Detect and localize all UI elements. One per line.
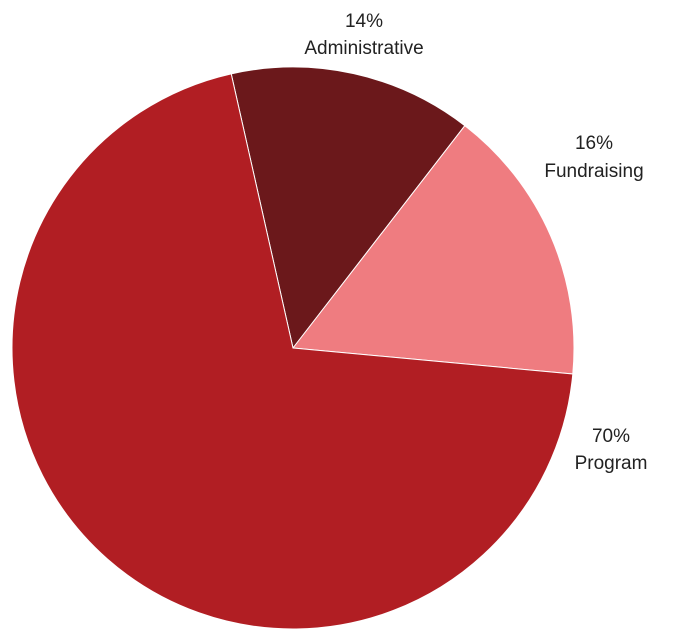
labels-layer: 14% Administrative 16% Fundraising 70% Progra…: [304, 11, 647, 474]
slice-category-label: Program: [575, 453, 648, 474]
slice-category-label: Administrative: [304, 38, 423, 59]
pie-slice-program: [11, 73, 574, 630]
slices-layer: [11, 66, 575, 630]
slice-percent-label: 14%: [345, 11, 383, 32]
slice-percent-label: 16%: [575, 133, 613, 154]
slice-percent-label: 70%: [592, 426, 630, 447]
pie-slice-administrative: [230, 66, 466, 350]
pie-slice-fundraising: [292, 124, 575, 375]
slice-category-label: Fundraising: [544, 161, 643, 182]
